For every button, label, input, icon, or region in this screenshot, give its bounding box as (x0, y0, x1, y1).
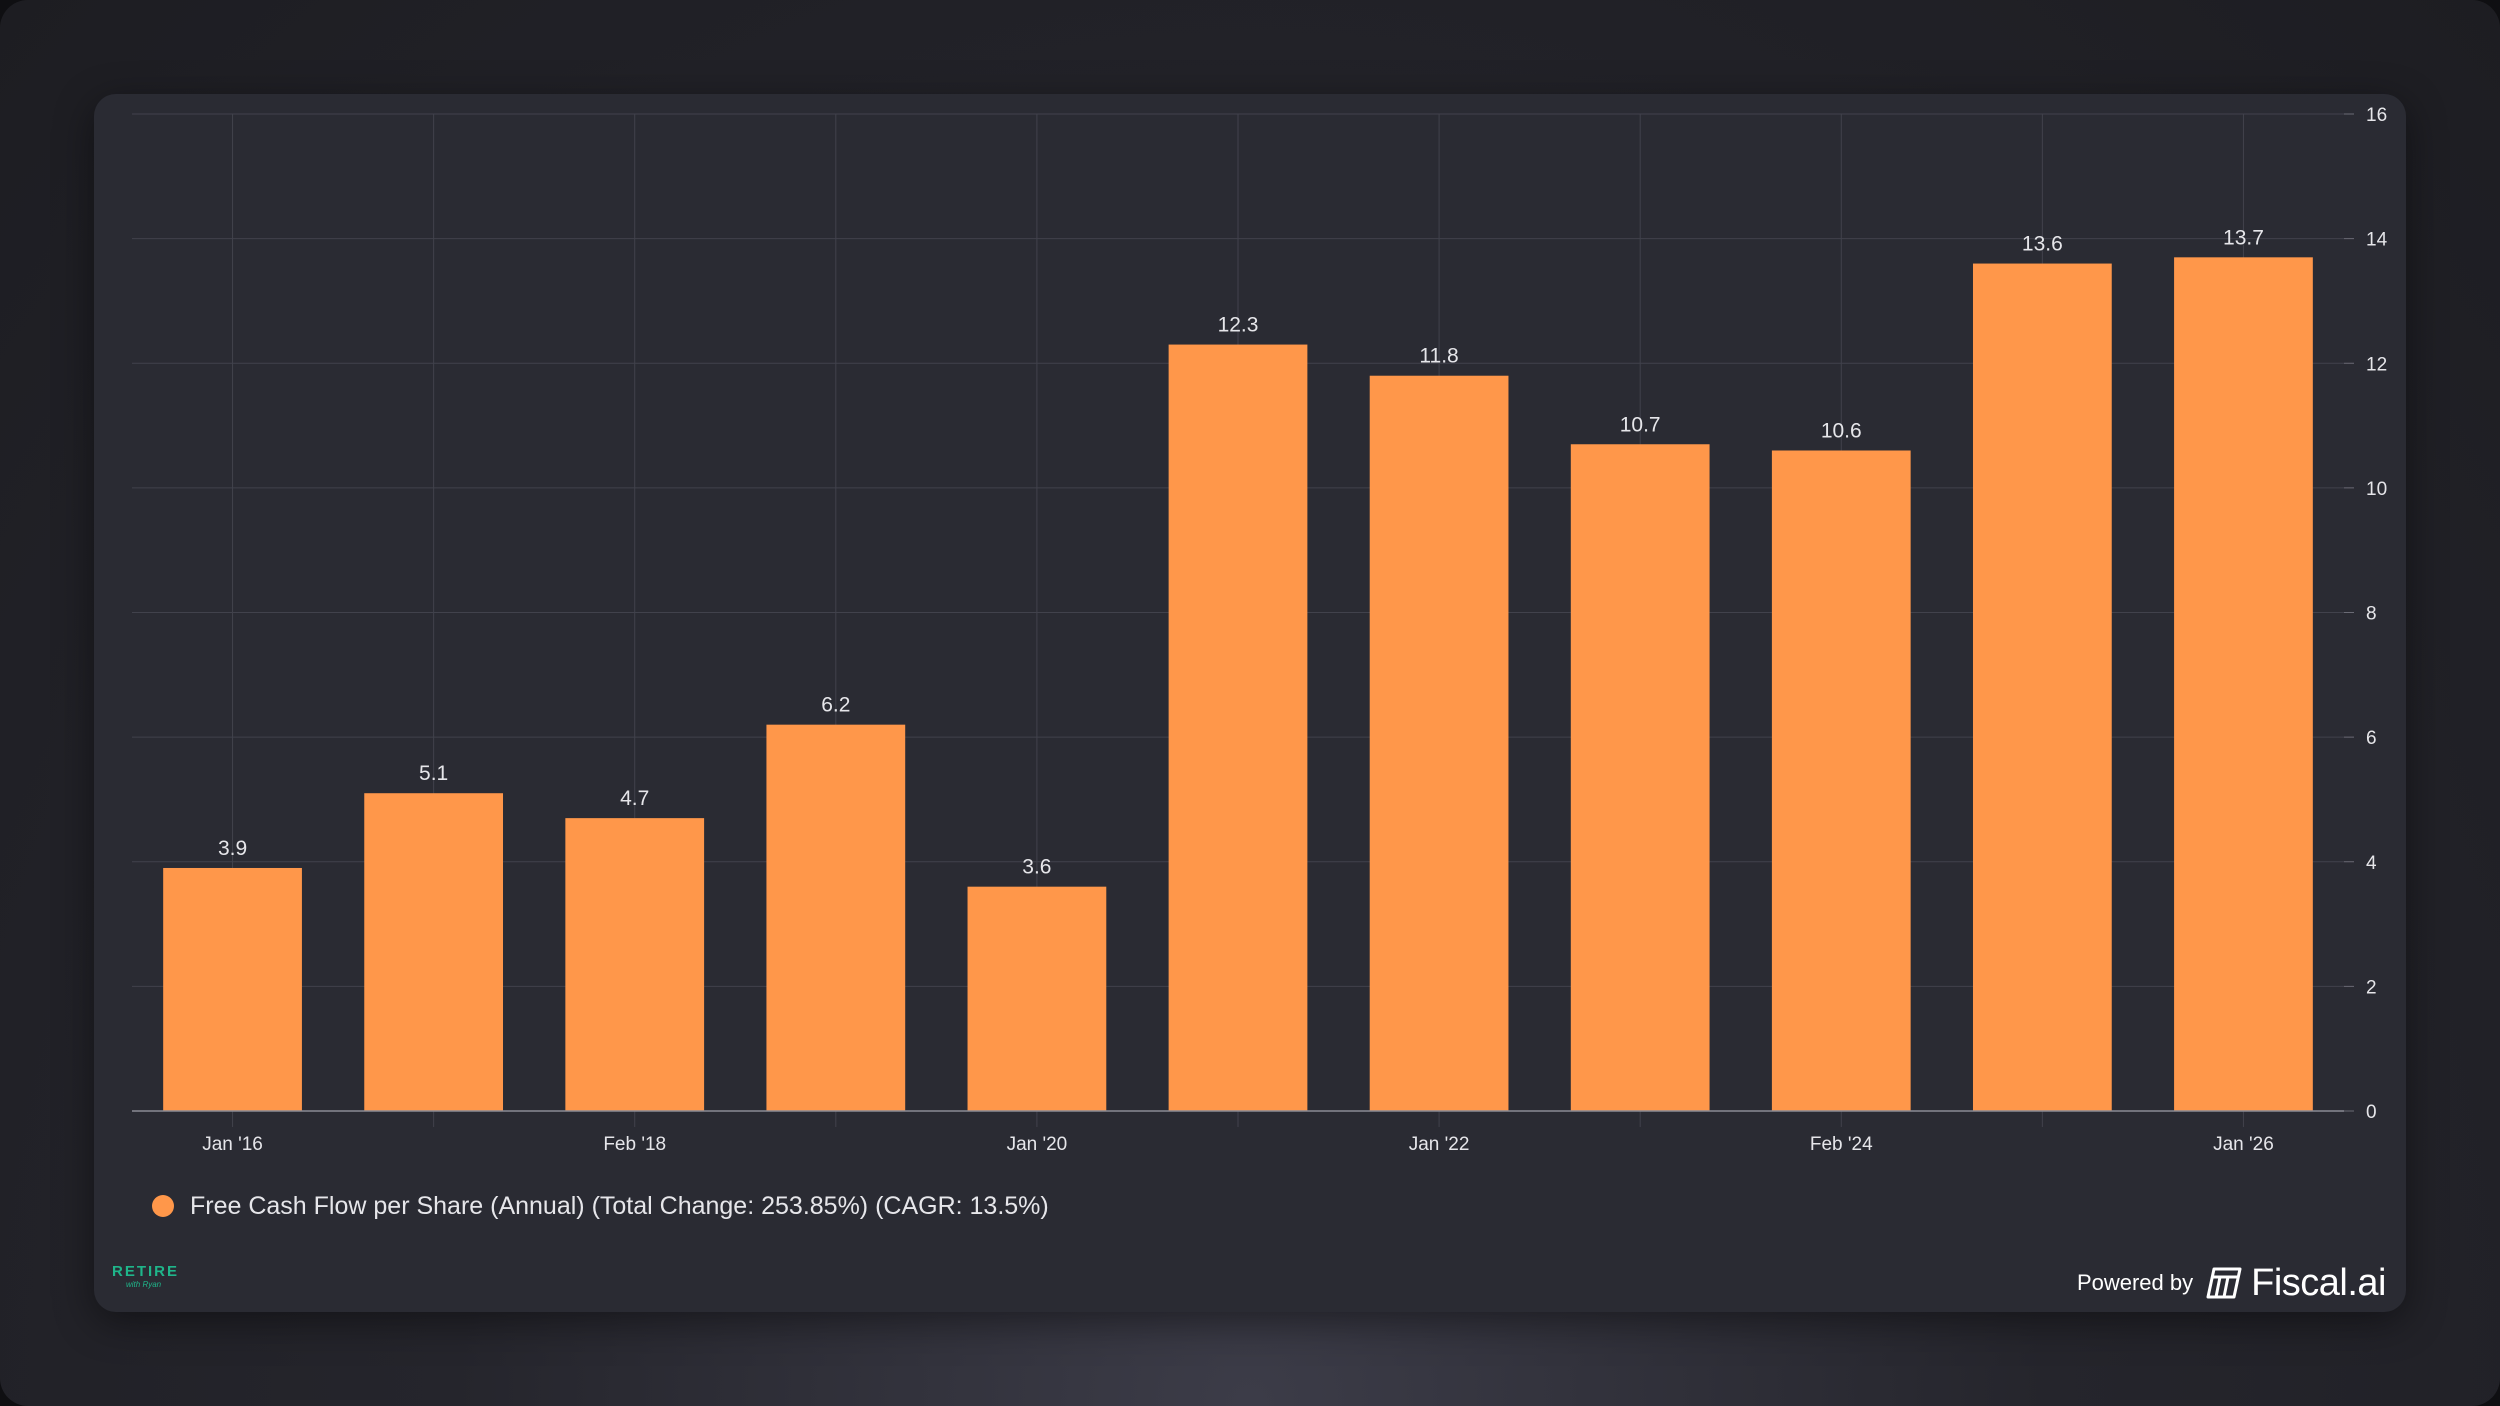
bar-data-label: 6.2 (821, 694, 850, 717)
bar-chart: 0 2 4 6 8 10 12 14 16 3.9 5.1 4.7 6.2 3.6 12.3 11.8 10.7… (132, 105, 2388, 1155)
y-tick-label: 2 (2366, 977, 2377, 998)
bar-data-label: 13.6 (2022, 233, 2063, 256)
bar-data-label: 3.9 (218, 837, 247, 860)
fiscal-ai-logo-icon (2206, 1267, 2242, 1299)
powered-by-fiscal-ai[interactable]: Powered by Fiscal.ai (2076, 1258, 2387, 1308)
legend-label: Free Cash Flow per Share (Annual) (Total… (190, 1191, 1049, 1220)
retire-logo-word: RETIRE (112, 1263, 180, 1280)
bar-data-label: 5.1 (419, 762, 448, 785)
y-tick-label: 6 (2366, 728, 2377, 749)
bar[interactable] (1570, 444, 1710, 1112)
bar-data-label: 3.6 (1022, 856, 1051, 879)
retire-with-ryan-logo: RETIRE with Ryan (112, 1264, 182, 1304)
x-tick-label: Feb '18 (603, 1134, 666, 1155)
bar[interactable] (967, 886, 1107, 1111)
bar[interactable] (2174, 257, 2313, 1112)
bar[interactable] (1972, 263, 2112, 1111)
bar[interactable] (1771, 450, 1911, 1111)
y-tick-label: 12 (2366, 354, 2387, 375)
x-tick-label: Jan '26 (2213, 1134, 2274, 1155)
bar-data-label: 10.7 (1620, 413, 1661, 436)
x-tick-label: Jan '22 (1409, 1134, 1470, 1155)
x-tick-label: Feb '24 (1810, 1134, 1873, 1155)
legend-swatch (152, 1195, 174, 1217)
fiscal-ai-logo-text: Fiscal.ai (2251, 1261, 2386, 1304)
bar-data-label: 10.6 (1821, 419, 1862, 442)
x-tick-label: Jan '16 (202, 1134, 263, 1155)
bar[interactable] (364, 793, 504, 1111)
bar[interactable] (163, 867, 302, 1111)
bar-data-label: 12.3 (1218, 314, 1259, 337)
bar-data-label: 4.7 (620, 787, 649, 810)
y-tick-label: 4 (2366, 853, 2377, 874)
x-tick-label: Jan '20 (1007, 1134, 1068, 1155)
chart-legend[interactable]: Free Cash Flow per Share (Annual) (Total… (152, 1186, 1049, 1226)
chart-card: 0 2 4 6 8 10 12 14 16 3.9 5.1 4.7 6.2 3.6 12.3 11.8 10.7… (94, 94, 2406, 1312)
y-tick-label: 8 (2366, 604, 2377, 625)
y-tick-label: 0 (2366, 1102, 2377, 1123)
y-tick-label: 16 (2366, 105, 2387, 126)
bar-data-label: 13.7 (2223, 226, 2264, 249)
y-tick-label: 10 (2366, 479, 2387, 500)
y-tick-label: 14 (2366, 230, 2388, 251)
bar[interactable] (1168, 344, 1308, 1111)
bar[interactable] (565, 818, 705, 1111)
bar[interactable] (1369, 375, 1509, 1111)
retire-logo-sub: with Ryan (126, 1280, 162, 1289)
bar-data-label: 11.8 (1419, 345, 1458, 368)
bar[interactable] (766, 724, 906, 1111)
powered-by-label: Powered by (2076, 1270, 2194, 1295)
